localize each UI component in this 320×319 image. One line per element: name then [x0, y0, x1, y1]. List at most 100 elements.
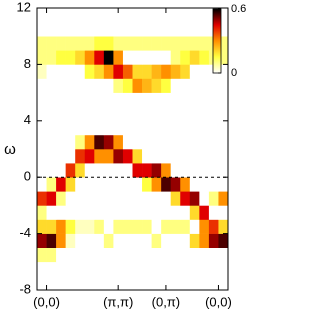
heatmap-cell — [56, 233, 66, 248]
heatmap-cell — [151, 134, 162, 150]
heatmap-cell — [94, 261, 105, 277]
heatmap-cell — [170, 149, 181, 164]
heatmap-cell — [199, 106, 210, 122]
heatmap-cell — [56, 177, 66, 192]
heatmap-cell — [37, 191, 47, 206]
heatmap-cell — [37, 233, 47, 248]
heatmap-cell — [113, 120, 124, 136]
heatmap-cell — [180, 78, 191, 93]
heatmap-cell — [161, 92, 171, 107]
heatmap-cell — [142, 134, 152, 150]
heatmap-cell — [170, 233, 181, 248]
heatmap-cell — [218, 191, 229, 206]
heatmap-cell — [208, 205, 219, 220]
heatmap-cell — [75, 275, 86, 291]
heatmap-cell — [37, 275, 47, 291]
heatmap-cell — [46, 261, 57, 277]
heatmap-cell — [208, 92, 219, 107]
heatmap-cell — [142, 64, 152, 79]
heatmap-cell — [151, 8, 162, 23]
heatmap-cell — [151, 233, 162, 248]
heatmap-cell — [189, 233, 200, 248]
heatmap-cell — [103, 36, 114, 51]
heatmap-cell — [199, 191, 210, 206]
heatmap-cell — [151, 261, 162, 277]
heatmap-cell — [142, 106, 152, 122]
heatmap-cell — [75, 92, 86, 107]
heatmap-cell — [180, 177, 191, 192]
heatmap-cell — [132, 149, 143, 164]
heatmap-cell — [170, 261, 181, 277]
heatmap-cell — [94, 120, 105, 136]
heatmap-cell — [84, 36, 95, 51]
heatmap-cell — [37, 261, 47, 277]
heatmap-cell — [103, 247, 114, 263]
heatmap-cell — [37, 163, 47, 178]
heatmap-cell — [113, 219, 124, 234]
heatmap-cell — [84, 177, 95, 192]
heatmap-cell — [180, 163, 191, 178]
heatmap-cell — [161, 134, 171, 150]
heatmap-cell — [142, 205, 152, 220]
heatmap-cell — [37, 36, 47, 51]
heatmap-cell — [132, 233, 143, 248]
heatmap-cell — [189, 177, 200, 192]
heatmap-cell — [170, 22, 181, 37]
heatmap-cell — [199, 149, 210, 164]
heatmap-cell — [132, 92, 143, 107]
heatmap-cell — [65, 205, 76, 220]
heatmap-cell — [170, 92, 181, 107]
heatmap-cell — [113, 261, 124, 277]
heatmap-cell — [170, 191, 181, 206]
heatmap-cell — [84, 8, 95, 23]
y-tick-label: -4 — [19, 225, 31, 240]
heatmap-cell — [122, 92, 133, 107]
heatmap-cell — [113, 191, 124, 206]
heatmap-cell — [113, 78, 124, 93]
heatmap-cell — [84, 247, 95, 263]
heatmap-cell — [103, 205, 114, 220]
heatmap-cell — [199, 92, 210, 107]
heatmap-cell — [37, 50, 47, 65]
heatmap-cell — [151, 205, 162, 220]
heatmap-cell — [94, 92, 105, 107]
heatmap-cell — [103, 64, 114, 79]
heatmap-cell — [122, 8, 133, 23]
heatmap-cell — [170, 64, 181, 79]
heatmap-cell — [151, 149, 162, 164]
heatmap-cell — [161, 50, 171, 65]
heatmap-cell — [180, 275, 191, 291]
heatmap-cell — [208, 163, 219, 178]
heatmap-cell — [56, 149, 66, 164]
heatmap-cell — [142, 78, 152, 93]
heatmap-cell — [132, 36, 143, 51]
heatmap-cell — [180, 120, 191, 136]
heatmap-cell — [46, 191, 57, 206]
heatmap-cell — [189, 50, 200, 65]
heatmap-cell — [142, 149, 152, 164]
heatmap-cell — [142, 247, 152, 263]
heatmap-cell — [122, 50, 133, 65]
heatmap-cell — [170, 177, 181, 192]
heatmap-cell — [208, 233, 219, 248]
heatmap-cell — [65, 177, 76, 192]
heatmap-cell — [65, 78, 76, 93]
heatmap-cell — [75, 22, 86, 37]
heatmap-cell — [161, 22, 171, 37]
heatmap-cell — [46, 233, 57, 248]
heatmap-cell — [75, 78, 86, 93]
heatmap-cell — [84, 120, 95, 136]
heatmap-cell — [56, 205, 66, 220]
heatmap-cell — [46, 177, 57, 192]
heatmap-cell — [122, 177, 133, 192]
heatmap-cell — [142, 92, 152, 107]
heatmap-cell — [161, 64, 171, 79]
heatmap-cell — [189, 64, 200, 79]
heatmap-cell — [122, 205, 133, 220]
heatmap-cell — [189, 120, 200, 136]
heatmap-cell — [94, 22, 105, 37]
heatmap-cell — [122, 22, 133, 37]
heatmap-cell — [208, 177, 219, 192]
heatmap-cell — [56, 134, 66, 150]
heatmap-cell — [122, 233, 133, 248]
